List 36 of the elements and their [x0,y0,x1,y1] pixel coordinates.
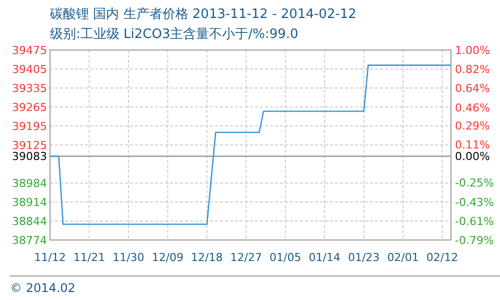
xtick: 01/05 [270,251,302,264]
xtick: 11/21 [73,251,106,264]
y2tick: 0.82% [455,63,490,76]
y2tick: -0.79% [455,234,494,247]
subtitle: 级别:工业级 Li2CO3主含量不小于/%:99.0 [50,27,298,42]
y2tick: 0.00% [455,150,490,164]
ytick: 38914 [12,196,47,210]
xtick: 12/18 [191,251,223,264]
y2tick: 1.00% [455,44,490,57]
ytick: 39475 [12,44,47,57]
ytick: 39265 [12,100,47,114]
ytick: 39335 [12,82,47,95]
xtick: 11/30 [112,251,144,264]
y2tick: -0.43% [455,196,494,209]
ytick: 39195 [12,120,47,133]
ytick: 38844 [12,215,47,228]
xtick: 02/01 [387,251,419,264]
y2tick: 0.11% [455,138,490,152]
y2tick: 0.29% [455,119,490,132]
ytick: 38774 [12,234,47,247]
xtick: 12/09 [152,251,184,264]
annotation: © 2014.02 [10,281,76,295]
ytick: 39083 [12,150,47,164]
title: 碳酸锂 国内 生产者价格 2013-11-12 - 2014-02-12 [50,7,356,22]
xtick: 11/12 [34,251,66,264]
xtick: 02/12 [426,251,458,264]
ytick: 39405 [12,62,47,76]
y2tick: 0.46% [455,101,490,114]
xtick: 12/27 [230,251,262,264]
y2tick: -0.25% [455,176,494,190]
xtick: 01/23 [348,251,380,264]
ytick: 38984 [12,177,47,190]
y2tick: 0.64% [455,82,490,96]
y2tick: -0.61% [455,214,494,228]
ytick: 39125 [12,138,47,152]
xtick: 01/14 [308,251,340,264]
